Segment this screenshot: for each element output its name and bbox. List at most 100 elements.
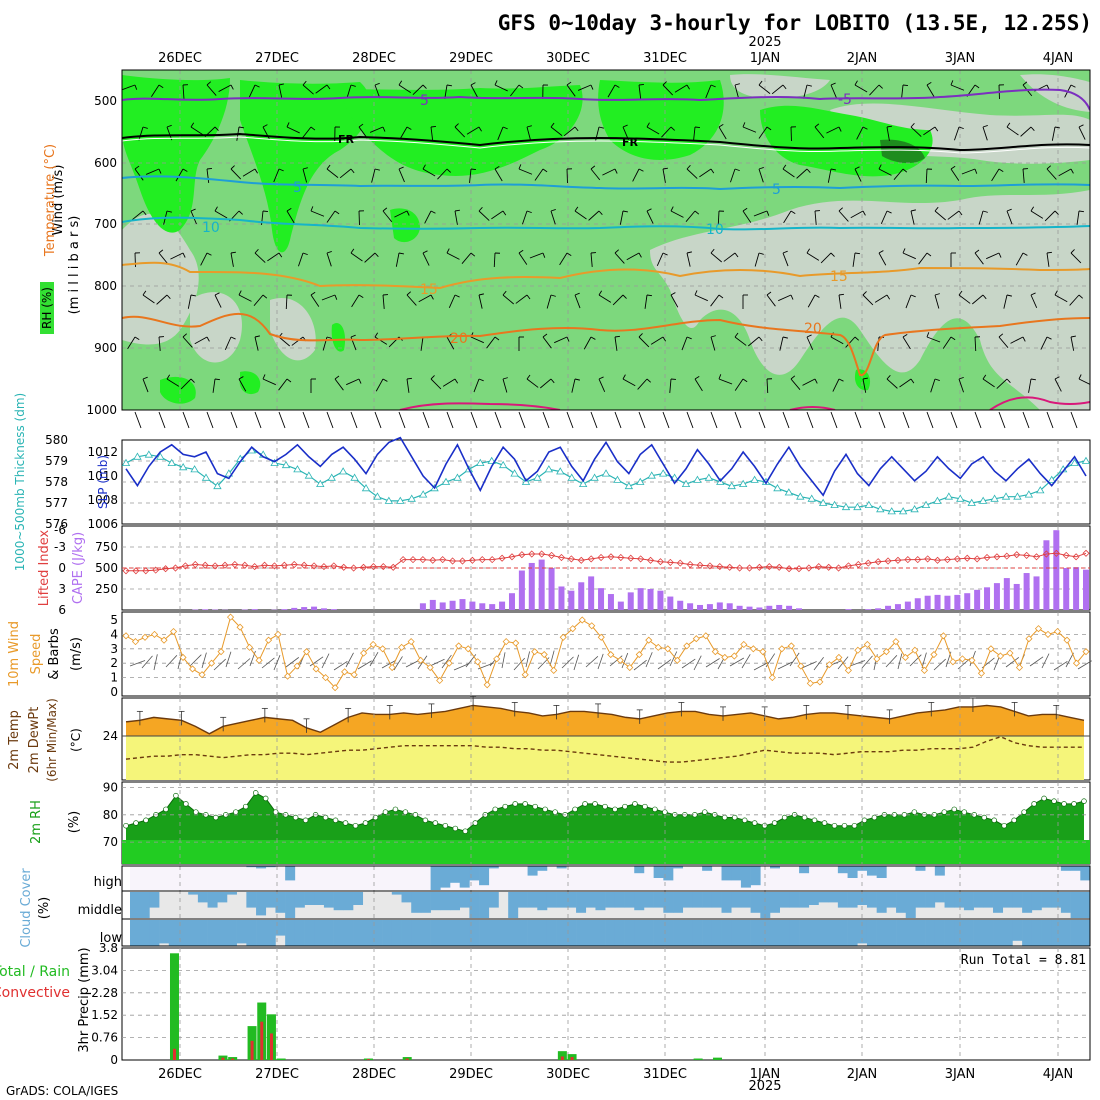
thickness-marker (510, 469, 519, 477)
wind10-barb (561, 656, 574, 669)
wind10-marker (920, 666, 928, 674)
surface-wind-barb (542, 411, 550, 429)
wind-barb-flag (478, 293, 484, 296)
wind-barb (802, 378, 816, 386)
rh2m-marker (821, 820, 828, 826)
wind-barb-flag (934, 378, 940, 381)
wind-barb (826, 126, 840, 134)
wind-barb (602, 168, 616, 176)
wind-barb-flag (854, 80, 858, 86)
wind-barb (369, 126, 384, 133)
wind-barb (571, 378, 576, 393)
wind-barb-flag (734, 332, 739, 338)
contour-label-15-b: 15 (830, 269, 848, 285)
surface-wind-barb (446, 411, 454, 429)
wind-barb (796, 168, 808, 179)
wind-barb-flag (670, 206, 674, 212)
wind-barb-flag (878, 164, 882, 170)
thickness-tick-label: 577 (45, 496, 68, 510)
cloud-low-bar (740, 920, 751, 946)
contour-label-minus5-b: -5 (838, 92, 852, 108)
wind-barb (1010, 336, 1024, 344)
thickness-marker (887, 507, 896, 515)
wind10-barb (237, 658, 251, 670)
wind10-barb (681, 658, 696, 669)
precip-tick-label: 0 (110, 1053, 118, 1067)
wind-barb (399, 126, 408, 140)
temp2m-area (126, 705, 1084, 736)
wind-barb-flag (502, 290, 507, 296)
wind-barb (710, 294, 720, 307)
lifted-index-marker (854, 560, 862, 569)
wind-barb-flag (502, 210, 507, 216)
wind-barb (681, 336, 688, 351)
rh2m-marker (941, 809, 948, 815)
surface-wind-barb (230, 411, 238, 429)
rh-legend-swatch (40, 282, 54, 334)
lifted-index-marker (656, 558, 664, 566)
wind-barb-flag (142, 290, 147, 296)
surface-wind-barb (974, 411, 982, 429)
cloud-high-bar (1060, 866, 1071, 871)
wind-barb (253, 294, 264, 307)
cloud-low-bar (159, 920, 170, 944)
cloud-middle-bar (1051, 892, 1062, 908)
wind10-marker (341, 668, 349, 676)
cape-bar (320, 608, 327, 610)
thickness-marker (567, 473, 576, 481)
cloud-middle-bar (750, 892, 761, 913)
wind-barb (248, 84, 256, 98)
temp2m-label-3: (6hr Min/Max) (45, 698, 59, 782)
wind-barb-flag (550, 122, 555, 128)
cloud-low-bar (362, 920, 373, 946)
wind-barb-flag (734, 168, 740, 172)
cloud-middle-bar (702, 892, 713, 908)
surface-wind-barb (782, 411, 790, 429)
wind-barb-flag (542, 333, 548, 338)
wind-barb (566, 84, 576, 97)
wind-barb (1003, 294, 1008, 309)
wind10-marker (901, 653, 909, 662)
surface-wind-barb (686, 411, 694, 429)
lifted-index-marker (528, 550, 536, 558)
rh2m-marker (362, 820, 369, 826)
top-date-label: 28DEC (352, 51, 396, 66)
cape-bar (687, 603, 694, 610)
wind-barb (845, 336, 856, 348)
rh2m-marker (1011, 817, 1017, 824)
wind-barb (947, 210, 960, 220)
rh2m-marker (402, 809, 409, 815)
wind-barb (902, 252, 916, 260)
surface-wind-barb (806, 411, 814, 429)
wind-barb (1028, 378, 1032, 393)
cloud-low-bar (779, 920, 790, 946)
wind-barb (446, 252, 460, 260)
wind-barb-flag (502, 377, 508, 380)
surface-wind-barb (134, 411, 142, 429)
rh2m-marker (233, 809, 239, 815)
cloud-high-bar (847, 866, 858, 878)
cloud-high-bar (469, 866, 480, 881)
surface-wind-barb (206, 411, 214, 429)
wind-barb (902, 336, 911, 350)
wind-barb (982, 126, 988, 141)
wind-barb-flag (974, 168, 978, 174)
wind-barb (150, 84, 160, 97)
top-date-axis: 26DEC 27DEC 28DEC 29DEC 30DEC 31DEC 1JAN 2JAN 3J… (158, 51, 1073, 66)
cloud-low-bar (663, 920, 674, 946)
wind-barb-flag (830, 252, 835, 257)
wind-barb-flag (574, 378, 580, 381)
wind-barb (771, 84, 784, 95)
wind-barb (1030, 294, 1038, 308)
wind-barb (166, 378, 180, 387)
wind-barb (838, 294, 842, 309)
wind10-marker (398, 643, 406, 651)
lifted-index-marker (924, 555, 932, 563)
wind-barb (218, 84, 232, 92)
lifted-index-marker (1032, 553, 1041, 561)
cape-bar (449, 600, 456, 610)
pressure-tick-label: 500 (94, 94, 117, 108)
wind-barb-flag (902, 168, 908, 173)
wind-barb-flag (310, 206, 314, 212)
